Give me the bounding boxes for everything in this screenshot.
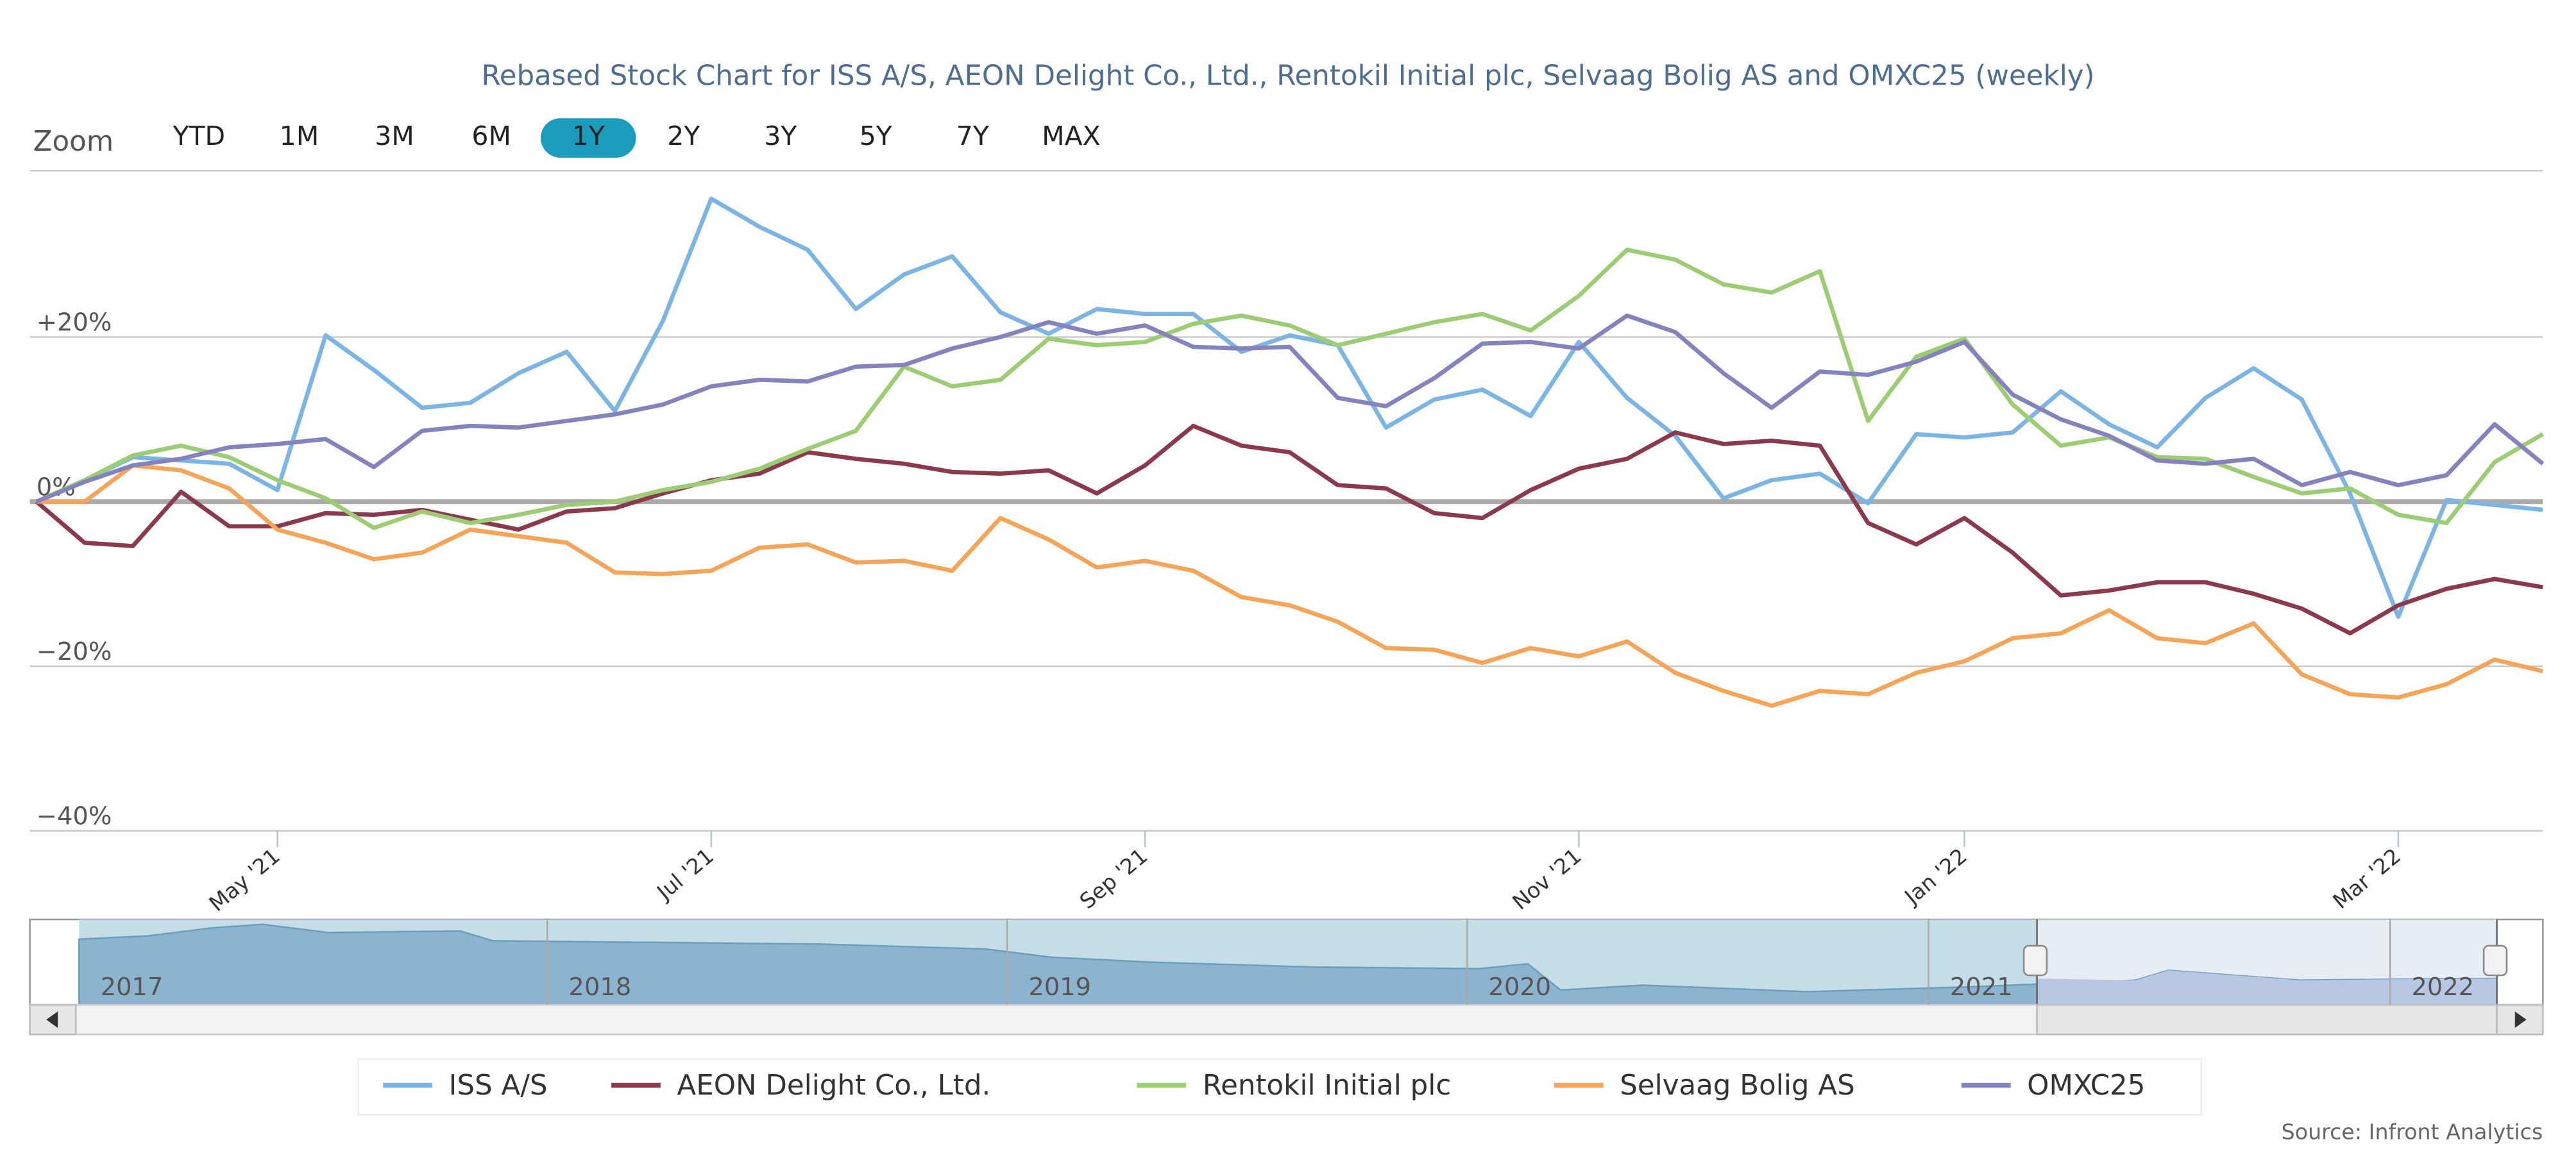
series-line bbox=[35, 248, 2544, 530]
series-line bbox=[36, 463, 2544, 708]
navigator-label: 2021 bbox=[1950, 973, 2013, 1002]
x-tick-label: Jan '22 bbox=[1899, 843, 1971, 910]
scroll-left-arrow bbox=[46, 1011, 58, 1028]
legend-box bbox=[357, 1058, 2202, 1116]
navigator-handle[interactable] bbox=[2022, 945, 2048, 977]
navigator-label: 2022 bbox=[2411, 973, 2474, 1002]
navigator-handle[interactable] bbox=[2482, 945, 2508, 977]
x-tick-label: Jul '21 bbox=[651, 843, 718, 905]
navigator-area-unselected bbox=[2037, 970, 2497, 1005]
navigator-label: 2017 bbox=[101, 973, 164, 1002]
series-line bbox=[35, 313, 2545, 504]
zoom-button[interactable]: 2Y bbox=[667, 121, 700, 151]
x-tick-label: May '21 bbox=[204, 843, 284, 916]
navigator-label: 2018 bbox=[568, 973, 631, 1002]
y-tick-label: −40% bbox=[37, 802, 112, 831]
zoom-button[interactable]: MAX bbox=[1042, 121, 1100, 151]
zoom-button[interactable]: 3M bbox=[375, 121, 414, 151]
zoom-button[interactable]: 7Y bbox=[956, 121, 990, 151]
legend-label[interactable]: OMXC25 bbox=[2027, 1070, 2145, 1102]
series-line bbox=[35, 423, 2543, 635]
y-tick-label: −20% bbox=[37, 637, 112, 666]
zoom-button[interactable]: YTD bbox=[172, 121, 225, 151]
chart-title: Rebased Stock Chart for ISS A/S, AEON De… bbox=[481, 60, 2094, 92]
scroll-right-arrow bbox=[2514, 1011, 2527, 1028]
navigator-label: 2020 bbox=[1488, 973, 1551, 1002]
zoom-button[interactable]: 6M bbox=[471, 121, 511, 151]
zoom-button[interactable]: 1Y bbox=[572, 121, 606, 151]
navigator bbox=[29, 918, 2544, 1036]
zoom-button-active[interactable] bbox=[540, 118, 636, 158]
navigator-area bbox=[78, 923, 2498, 1006]
x-tick-label: Mar '22 bbox=[2328, 843, 2405, 914]
legend-label[interactable]: Rentokil Initial plc bbox=[1203, 1070, 1451, 1102]
series-line bbox=[35, 196, 2543, 619]
x-tick-label: Sep '21 bbox=[1075, 843, 1153, 914]
zoom-button[interactable]: 3Y bbox=[764, 121, 797, 151]
zoom-button[interactable]: 1M bbox=[280, 121, 319, 151]
legend-label[interactable]: Selvaag Bolig AS bbox=[1620, 1070, 1855, 1102]
legend-label[interactable]: ISS A/S bbox=[449, 1070, 548, 1102]
legend-label[interactable]: AEON Delight Co., Ltd. bbox=[677, 1070, 990, 1102]
zoom-button[interactable]: 5Y bbox=[860, 121, 893, 151]
scrollbar-thumb[interactable] bbox=[2036, 1004, 2498, 1036]
source-note: Source: Infront Analytics bbox=[2282, 1119, 2543, 1144]
zoom-label: Zoom bbox=[33, 126, 114, 158]
y-tick-label: +20% bbox=[37, 308, 112, 337]
x-tick-label: Nov '21 bbox=[1507, 843, 1586, 914]
navigator-label: 2019 bbox=[1028, 973, 1091, 1002]
